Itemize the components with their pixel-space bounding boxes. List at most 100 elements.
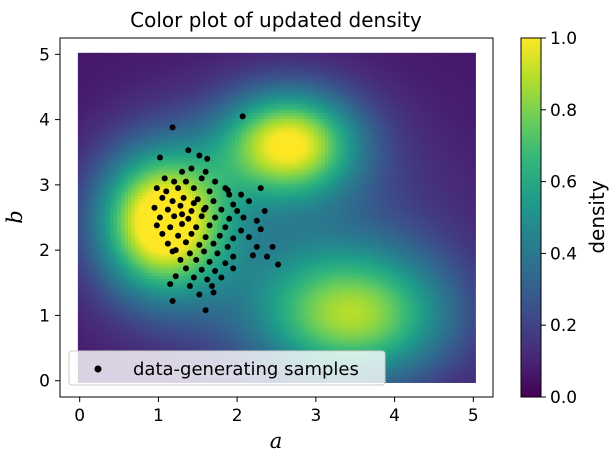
density-cell bbox=[149, 325, 154, 330]
density-cell bbox=[99, 85, 104, 90]
density-cell bbox=[88, 85, 94, 90]
density-cell bbox=[170, 115, 176, 119]
density-cell bbox=[195, 165, 201, 170]
density-cell bbox=[77, 260, 83, 265]
density-cell bbox=[113, 305, 119, 309]
density-cell bbox=[131, 115, 136, 119]
density-cell bbox=[199, 189, 204, 194]
density-cell bbox=[88, 55, 94, 60]
density-cell bbox=[120, 278, 126, 283]
density-cell bbox=[192, 251, 197, 256]
density-cell bbox=[85, 322, 90, 327]
density-cell bbox=[77, 144, 83, 149]
density-cell bbox=[85, 132, 90, 137]
density-cell bbox=[206, 112, 212, 116]
density-cell bbox=[117, 343, 122, 348]
density-cell bbox=[188, 94, 194, 99]
density-cell bbox=[102, 343, 108, 348]
density-cell bbox=[224, 180, 229, 185]
density-cell bbox=[117, 278, 122, 283]
density-cell bbox=[199, 272, 204, 277]
density-cell bbox=[160, 316, 165, 321]
density-cell bbox=[106, 254, 111, 259]
density-cell bbox=[185, 171, 190, 176]
density-cell bbox=[95, 216, 101, 220]
density-cell bbox=[221, 254, 226, 259]
density-cell bbox=[110, 124, 115, 128]
density-cell bbox=[145, 97, 151, 102]
density-cell bbox=[170, 230, 176, 235]
density-cell bbox=[135, 61, 140, 66]
density-cell bbox=[88, 198, 94, 202]
density-cell bbox=[203, 325, 208, 330]
density-cell bbox=[106, 290, 111, 294]
density-cell bbox=[228, 337, 233, 342]
density-cell bbox=[203, 331, 208, 336]
density-cell bbox=[156, 76, 161, 81]
density-cell bbox=[120, 316, 126, 321]
density-cell bbox=[213, 207, 219, 211]
density-cell bbox=[99, 177, 104, 182]
density-cell bbox=[117, 310, 122, 315]
density-cell bbox=[163, 296, 169, 300]
density-cell bbox=[81, 266, 86, 271]
density-cell bbox=[199, 138, 204, 143]
density-cell bbox=[192, 70, 197, 75]
density-cell bbox=[127, 162, 133, 167]
density-cell bbox=[153, 328, 158, 333]
density-cell bbox=[88, 58, 94, 63]
density-cell bbox=[235, 263, 240, 268]
density-cell bbox=[203, 129, 208, 134]
density-cell bbox=[81, 239, 86, 244]
density-cell bbox=[203, 159, 208, 164]
density-cell bbox=[181, 55, 187, 60]
density-cell bbox=[174, 310, 179, 315]
density-cell bbox=[199, 76, 204, 81]
density-cell bbox=[99, 257, 104, 262]
density-cell bbox=[85, 85, 90, 90]
density-cell bbox=[235, 153, 240, 158]
density-cell bbox=[106, 171, 111, 176]
density-cell bbox=[88, 257, 94, 262]
density-cell bbox=[106, 334, 111, 339]
density-cell bbox=[99, 218, 104, 223]
density-cell bbox=[188, 260, 194, 265]
density-cell bbox=[113, 168, 119, 173]
density-cell bbox=[106, 293, 111, 297]
density-cell bbox=[163, 221, 169, 226]
density-cell bbox=[124, 198, 129, 202]
density-cell bbox=[174, 260, 179, 265]
density-cell bbox=[81, 204, 86, 208]
density-cell bbox=[88, 313, 94, 318]
density-cell bbox=[185, 260, 190, 265]
density-cell bbox=[181, 281, 187, 286]
density-cell bbox=[131, 103, 136, 108]
density-cell bbox=[95, 198, 101, 202]
density-cell bbox=[102, 132, 108, 137]
density-cell bbox=[213, 331, 219, 336]
density-cell bbox=[181, 278, 187, 283]
density-cell bbox=[145, 112, 151, 116]
density-cell bbox=[131, 183, 136, 188]
density-cell bbox=[95, 118, 101, 122]
density-cell bbox=[203, 121, 208, 125]
density-cell bbox=[106, 73, 111, 78]
density-cell bbox=[145, 189, 151, 194]
density-cell bbox=[81, 94, 86, 99]
density-cell bbox=[178, 100, 183, 105]
density-cell bbox=[95, 340, 101, 345]
density-cell bbox=[99, 254, 104, 259]
density-cell bbox=[181, 293, 187, 297]
density-cell bbox=[156, 272, 161, 277]
density-cell bbox=[117, 121, 122, 125]
density-cell bbox=[120, 287, 126, 291]
density-cell bbox=[120, 88, 126, 93]
density-cell bbox=[106, 132, 111, 137]
density-cell bbox=[170, 76, 176, 81]
density-cell bbox=[138, 272, 144, 277]
density-cell bbox=[106, 299, 111, 303]
density-cell bbox=[181, 192, 187, 197]
density-cell bbox=[88, 302, 94, 306]
density-cell bbox=[160, 55, 165, 60]
density-cell bbox=[224, 257, 229, 262]
